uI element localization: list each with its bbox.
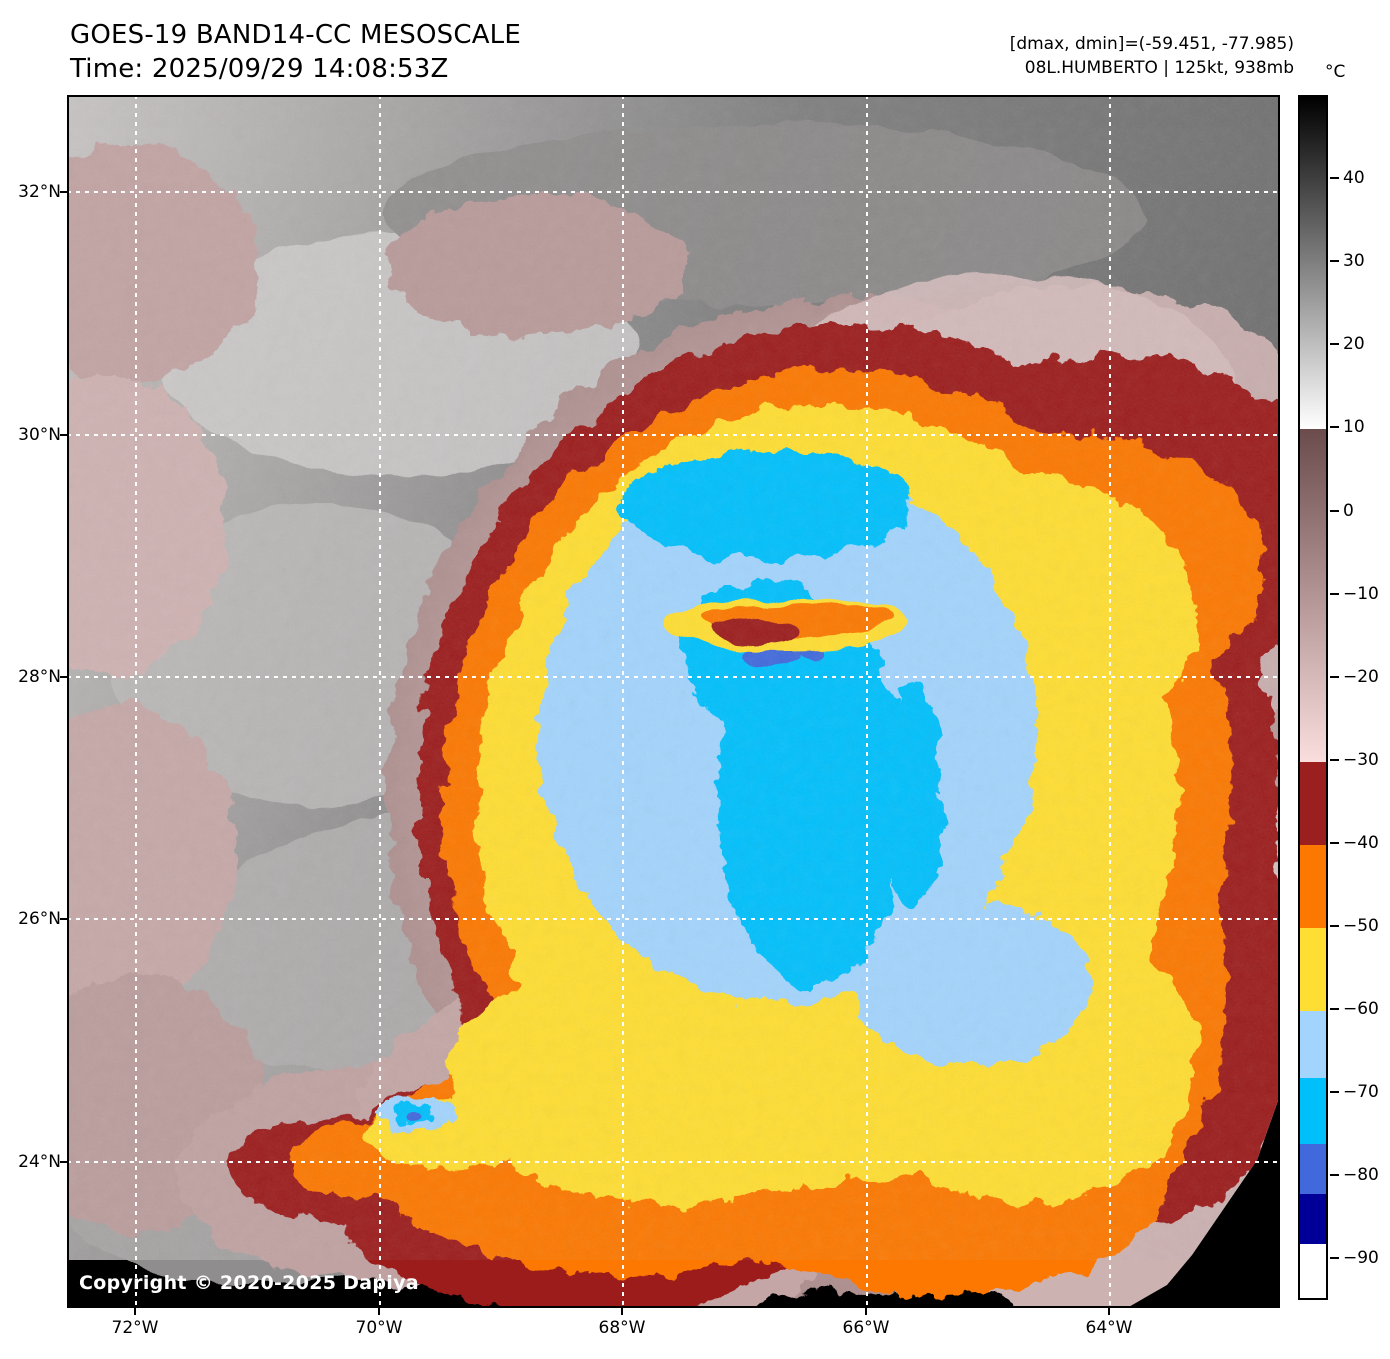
lon-tick-3 [865,1308,867,1315]
colorbar-tick--30 [1330,758,1339,761]
metadata-block: [dmax, dmin]=(-59.451, -77.985) 08L.HUMB… [1010,32,1294,80]
colorbar-segment-3 [1300,844,1326,929]
colorbar-tick--60 [1330,1008,1339,1011]
lat-tick-3 [60,918,67,920]
colorbar-segment-0 [1300,97,1326,430]
colorbar-label--80: −80 [1343,1165,1379,1186]
lon-label-4: 64°W [1085,1318,1133,1338]
colorbar-segment-9 [1300,1243,1326,1298]
colorbar-tick--70 [1330,1091,1339,1094]
colorbar-label-30: 30 [1343,251,1365,272]
colorbar-label--20: −20 [1343,666,1379,687]
colorbar-segment-4 [1300,928,1326,1012]
colorbar[interactable] [1298,95,1328,1300]
lat-tick-4 [60,1161,67,1163]
colorbar-tick-40 [1330,177,1339,180]
colorbar-segment-7 [1300,1144,1326,1194]
colorbar-tick--80 [1330,1174,1339,1177]
colorbar-label--60: −60 [1343,999,1379,1020]
colorbar-label--50: −50 [1343,916,1379,937]
colorbar-segment-1 [1300,429,1326,762]
colorbar-label--30: −30 [1343,749,1379,770]
colorbar-segment-5 [1300,1011,1326,1078]
colorbar-label-0: 0 [1343,500,1354,521]
colorbar-tick-20 [1330,343,1339,346]
lon-tick-0 [134,1308,136,1315]
colorbar-tick-30 [1330,260,1339,263]
lon-label-1: 70°W [355,1318,403,1338]
copyright-notice: Copyright © 2020-2025 Dapiya [79,1272,419,1294]
satellite-image [67,95,1280,1308]
colorbar-tick--90 [1330,1257,1339,1260]
satellite-map[interactable]: Copyright © 2020-2025 Dapiya [67,95,1280,1308]
lon-tick-1 [378,1308,380,1315]
title-timestamp: Time: 2025/09/29 14:08:53Z [70,54,449,84]
colorbar-tick--10 [1330,592,1339,595]
colorbar-label--40: −40 [1343,832,1379,853]
colorbar-tick--20 [1330,675,1339,678]
colorbar-unit-label: °C [1325,62,1346,82]
colorbar-label--90: −90 [1343,1248,1379,1269]
storm-info-annotation: 08L.HUMBERTO | 125kt, 938mb [1024,58,1294,78]
lat-tick-0 [60,191,67,193]
lat-tick-1 [60,434,67,436]
lon-label-3: 66°W [842,1318,890,1338]
colorbar-label-10: 10 [1343,417,1365,438]
lon-label-0: 72°W [111,1318,159,1338]
colorbar-label-40: 40 [1343,168,1365,189]
page-title: GOES-19 BAND14-CC MESOSCALE Time: 2025/0… [70,18,521,86]
colorbar-label--70: −70 [1343,1082,1379,1103]
lat-label-1: 30°N [18,425,61,445]
lat-label-2: 28°N [18,667,61,687]
lat-tick-2 [60,676,67,678]
lon-label-2: 68°W [598,1318,646,1338]
colorbar-segment-2 [1300,761,1326,845]
colorbar-tick--50 [1330,925,1339,928]
lon-tick-4 [1108,1308,1110,1315]
colorbar-tick--40 [1330,841,1339,844]
lat-label-4: 24°N [18,1152,61,1172]
dmax-dmin-annotation: [dmax, dmin]=(-59.451, -77.985) [1009,34,1294,54]
colorbar-segment-8 [1300,1193,1326,1244]
lon-tick-2 [621,1308,623,1315]
colorbar-label-20: 20 [1343,334,1365,355]
colorbar-tick-10 [1330,426,1339,429]
lat-label-0: 32°N [18,182,61,202]
title-main: GOES-19 BAND14-CC MESOSCALE [70,20,521,50]
colorbar-segment-6 [1300,1077,1326,1145]
colorbar-tick-0 [1330,509,1339,512]
lat-label-3: 26°N [18,909,61,929]
colorbar-label--10: −10 [1343,583,1379,604]
